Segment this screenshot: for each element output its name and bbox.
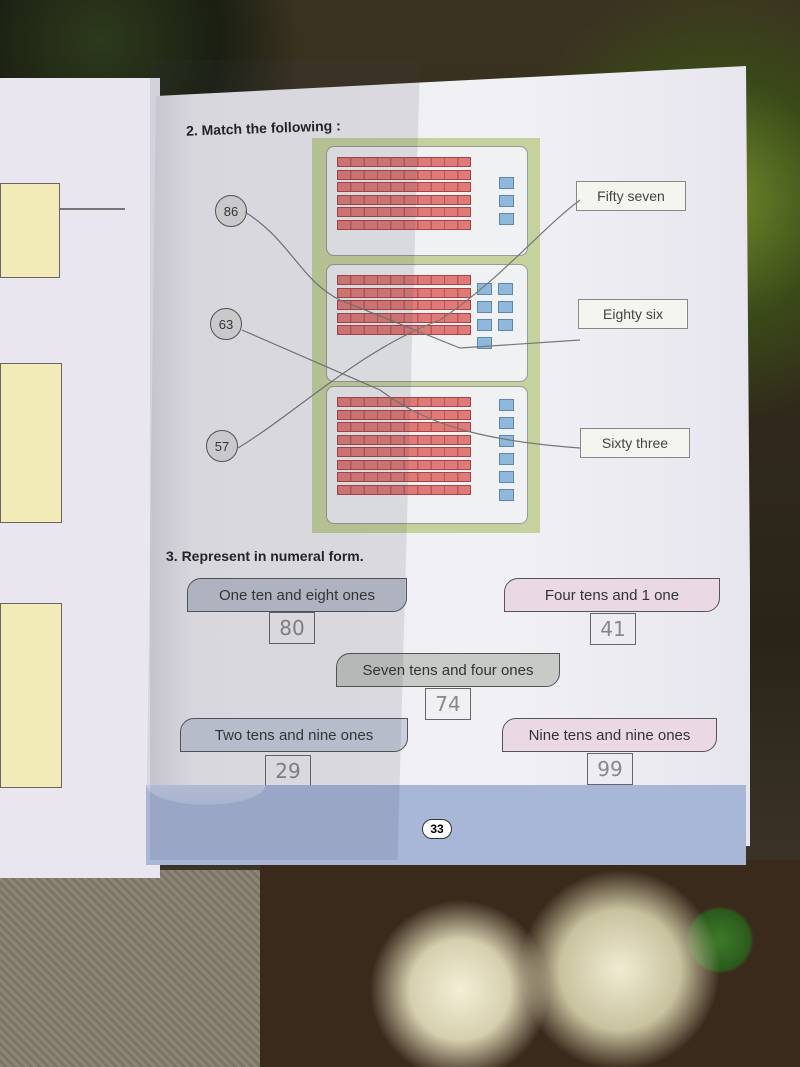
prompt-four-tens-one-one: Four tens and 1 one: [504, 578, 720, 612]
answer-box[interactable]: 29: [265, 755, 311, 787]
prompt-seven-tens-four-ones: Seven tens and four ones: [336, 653, 560, 687]
ten-rod: [337, 397, 471, 407]
ten-rod: [337, 219, 471, 230]
ten-rod: [337, 459, 471, 470]
prompt-nine-tens-nine-ones: Nine tens and nine ones: [502, 718, 717, 752]
ten-rod: [337, 447, 471, 457]
divider: [0, 208, 125, 210]
left-box: [0, 363, 62, 523]
one-cube: [498, 283, 513, 295]
ten-rod: [337, 169, 471, 180]
ten-rod: [337, 275, 471, 285]
answer-box[interactable]: 74: [425, 688, 471, 720]
page-number: 33: [422, 819, 452, 839]
one-cube: [499, 417, 514, 429]
one-cube: [499, 195, 514, 207]
prompt-one-ten-eight-ones: One ten and eight ones: [187, 578, 407, 612]
one-cube: [477, 319, 492, 331]
ten-rod: [337, 484, 471, 495]
panel-86: [326, 386, 528, 524]
one-cube: [499, 453, 514, 465]
number-57[interactable]: 57: [206, 430, 238, 462]
background-flowers: [260, 860, 800, 1067]
answer-box[interactable]: 41: [590, 613, 636, 645]
word-sixty-three[interactable]: Sixty three: [580, 428, 690, 458]
ten-rod: [337, 287, 471, 298]
answer-box[interactable]: 99: [587, 753, 633, 785]
one-cube: [498, 319, 513, 331]
tens-rods: [337, 275, 471, 338]
ones-cubes: [499, 399, 514, 501]
ones-cubes: [477, 283, 513, 349]
exercise-3-title: 3. Represent in numeral form.: [166, 548, 364, 564]
number-86[interactable]: 86: [215, 195, 247, 227]
one-cube: [499, 489, 514, 501]
ten-rod: [337, 207, 471, 217]
left-page: [0, 78, 160, 878]
ten-rod: [337, 182, 471, 192]
number-63[interactable]: 63: [210, 308, 242, 340]
ten-rod: [337, 434, 471, 445]
ten-rod: [337, 409, 471, 420]
word-fifty-seven[interactable]: Fifty seven: [576, 181, 686, 211]
prompt-two-tens-nine-ones: Two tens and nine ones: [180, 718, 408, 752]
answer-box[interactable]: 80: [269, 612, 315, 644]
tens-rods: [337, 397, 471, 497]
panel-63: [326, 146, 528, 256]
one-cube: [499, 471, 514, 483]
one-cube: [499, 177, 514, 189]
tens-rods: [337, 157, 471, 232]
one-cube: [499, 399, 514, 411]
word-eighty-six[interactable]: Eighty six: [578, 299, 688, 329]
ten-rod: [337, 472, 471, 482]
one-cube: [499, 213, 514, 225]
one-cube: [477, 283, 492, 295]
hand-shadow: [150, 60, 420, 860]
base-ten-board: [312, 138, 540, 533]
one-cube: [477, 301, 492, 313]
left-box: [0, 603, 62, 788]
one-cube: [498, 301, 513, 313]
ten-rod: [337, 422, 471, 432]
left-box: [0, 183, 60, 278]
ones-cubes: [499, 177, 514, 225]
ten-rod: [337, 194, 471, 205]
ten-rod: [337, 157, 471, 167]
ten-rod: [337, 312, 471, 323]
ten-rod: [337, 300, 471, 310]
